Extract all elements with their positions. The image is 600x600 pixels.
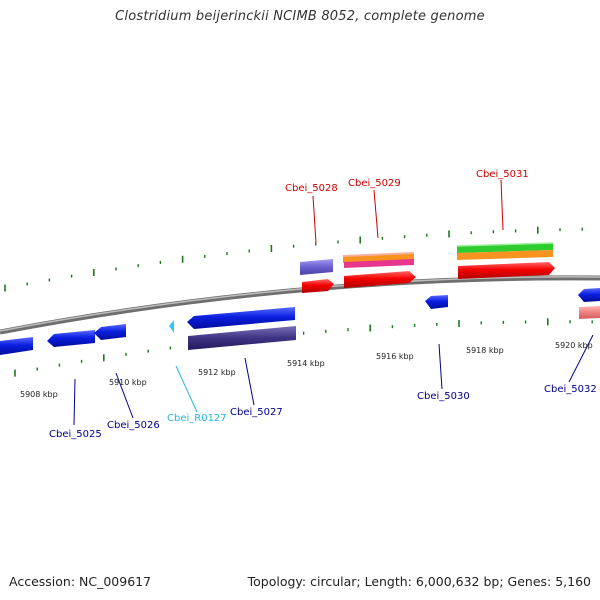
gene-label-cbei-5028[interactable]: Cbei_5028 xyxy=(285,183,338,194)
tick-label: 5920 kbp xyxy=(555,341,593,350)
gene-arrow-cbei-5027[interactable] xyxy=(187,307,295,329)
gene-arrow-cbei-5031-orange[interactable] xyxy=(457,250,553,260)
tick-label: 5910 kbp xyxy=(109,378,147,387)
gene-arrow-cbei-5025[interactable] xyxy=(47,330,95,347)
tick-label: 5914 kbp xyxy=(287,359,325,368)
leader-cbei-5032 xyxy=(568,334,594,383)
leader-cbei-r0127 xyxy=(175,365,198,413)
gene-label-cbei-5031[interactable]: Cbei_5031 xyxy=(476,169,529,180)
tick-label: 5912 kbp xyxy=(198,368,236,377)
gene-arrow-cbei-5026[interactable] xyxy=(94,324,126,340)
leader-cbei-5029 xyxy=(373,189,379,239)
tick-label: 5916 kbp xyxy=(376,352,414,361)
tick-label: 5908 kbp xyxy=(20,390,58,399)
tick-label: 5918 kbp xyxy=(466,346,504,355)
leader-cbei-5028 xyxy=(312,195,317,244)
accession-text: Accession: NC_009617 xyxy=(9,574,152,589)
gene-arrow-cbei-5029-pink[interactable] xyxy=(344,259,414,268)
leader-cbei-5030 xyxy=(438,343,443,390)
gene-label-cbei-5029[interactable]: Cbei_5029 xyxy=(348,178,401,189)
gene-arrow-cbei-5032[interactable] xyxy=(578,288,600,302)
gene-arrow-cbei-5027-b[interactable] xyxy=(188,326,296,350)
gene-arrow-cbei-5030[interactable] xyxy=(425,295,448,309)
topology-text: Topology: circular; Length: 6,000,632 bp… xyxy=(247,574,591,589)
leader-cbei-5026 xyxy=(115,372,134,419)
genome-backbone xyxy=(0,275,600,335)
gene-arrow-cbei-5031-red[interactable] xyxy=(458,262,555,279)
leader-cbei-5031 xyxy=(500,179,504,231)
gene-label-cbei-5030[interactable]: Cbei_5030 xyxy=(417,391,470,402)
gene-label-cbei-r0127[interactable]: Cbei_R0127 xyxy=(167,413,227,424)
map-title: Clostridium beijerinckii NCIMB 8052, com… xyxy=(115,9,485,24)
gene-label-cbei-5027[interactable]: Cbei_5027 xyxy=(230,407,283,418)
gene-arrow-cbei-5028-a[interactable] xyxy=(300,259,333,275)
rna-arrow-cbei-r0127[interactable] xyxy=(169,320,174,333)
gene-arrow-cbei-5032-b[interactable] xyxy=(579,306,600,319)
gene-label-cbei-5032[interactable]: Cbei_5032 xyxy=(544,384,597,395)
gene-label-cbei-5026[interactable]: Cbei_5026 xyxy=(107,420,160,431)
leader-cbei-5025 xyxy=(73,378,76,426)
gene-arrow-cbei-5028-b[interactable] xyxy=(302,279,334,293)
leader-cbei-5027 xyxy=(244,357,255,406)
gene-label-cbei-5025[interactable]: Cbei_5025 xyxy=(49,429,102,440)
gene-arrow-cbei-5024[interactable] xyxy=(0,337,33,355)
gene-arrow-cbei-5029-red[interactable] xyxy=(344,271,416,288)
